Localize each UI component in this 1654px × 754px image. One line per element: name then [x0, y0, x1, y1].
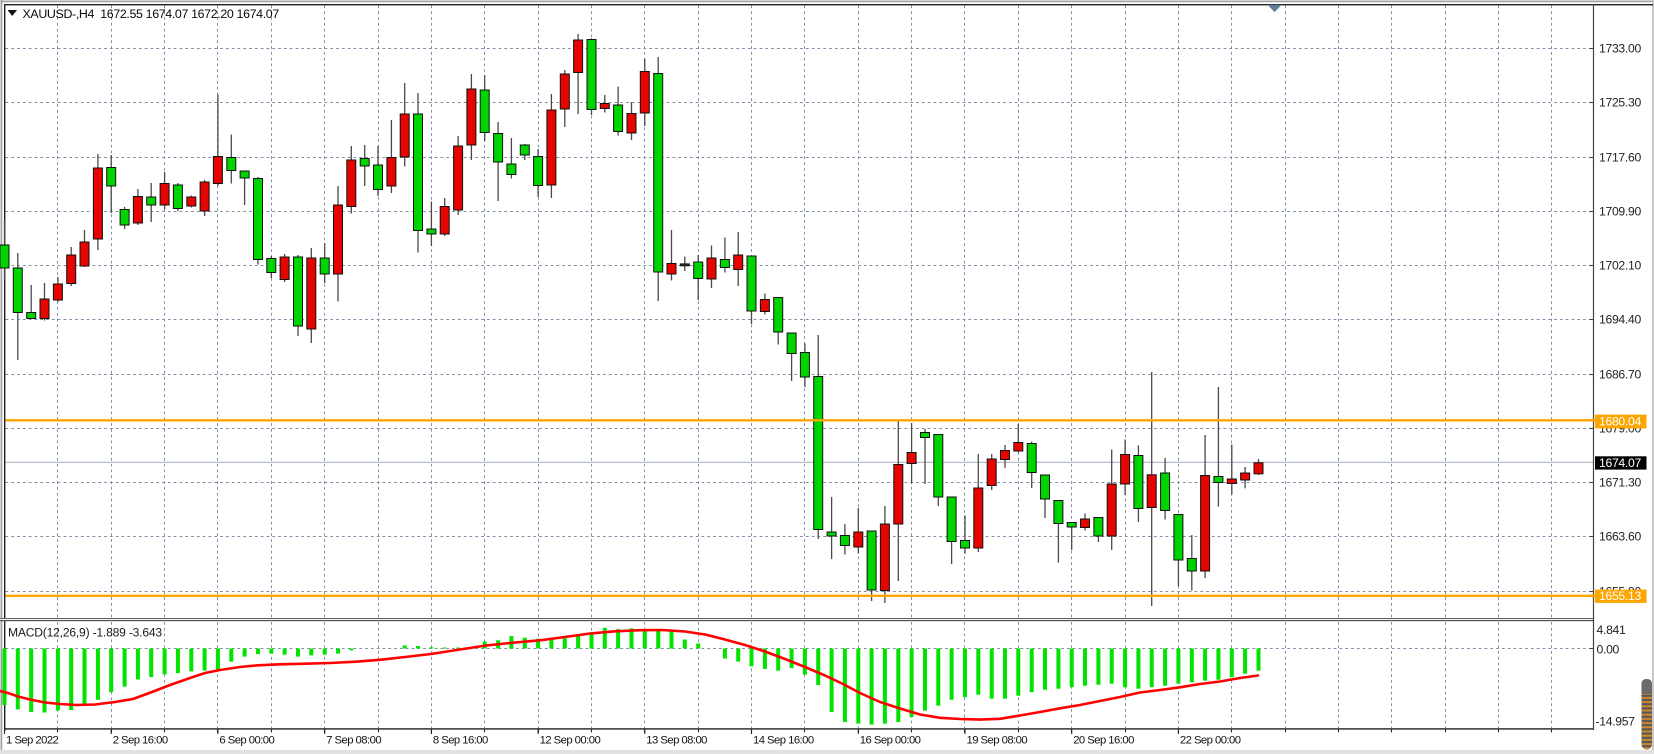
svg-text:0.00: 0.00: [1597, 642, 1620, 656]
svg-text:1674.07: 1674.07: [1599, 456, 1641, 470]
svg-text:1709.90: 1709.90: [1599, 205, 1641, 219]
svg-text:MACD(12,26,9) -1.889 -3.643: MACD(12,26,9) -1.889 -3.643: [8, 626, 162, 640]
svg-text:20 Sep 16:00: 20 Sep 16:00: [1073, 735, 1134, 747]
svg-text:8 Sep 16:00: 8 Sep 16:00: [433, 735, 488, 747]
svg-text:1717.60: 1717.60: [1599, 151, 1641, 165]
svg-text:XAUUSD-,H4 1672.55 1674.07 16: XAUUSD-,H4 1672.55 1674.07 1672.20 1674.…: [23, 7, 280, 21]
svg-text:1655.13: 1655.13: [1599, 589, 1641, 603]
svg-text:4.841: 4.841: [1597, 623, 1627, 637]
svg-text:12 Sep 00:00: 12 Sep 00:00: [540, 735, 601, 747]
svg-text:1725.30: 1725.30: [1599, 96, 1641, 110]
svg-text:1671.30: 1671.30: [1599, 476, 1641, 490]
svg-text:14 Sep 16:00: 14 Sep 16:00: [753, 735, 814, 747]
svg-text:-14.957: -14.957: [1596, 715, 1636, 729]
svg-text:19 Sep 08:00: 19 Sep 08:00: [967, 735, 1028, 747]
svg-text:1663.60: 1663.60: [1599, 530, 1641, 544]
svg-text:22 Sep 00:00: 22 Sep 00:00: [1180, 735, 1241, 747]
svg-text:1702.10: 1702.10: [1599, 259, 1641, 273]
svg-text:16 Sep 00:00: 16 Sep 00:00: [860, 735, 921, 747]
svg-text:13 Sep 08:00: 13 Sep 08:00: [646, 735, 707, 747]
svg-text:1694.40: 1694.40: [1599, 313, 1641, 327]
svg-text:7 Sep 08:00: 7 Sep 08:00: [326, 735, 381, 747]
svg-text:1 Sep 2022: 1 Sep 2022: [6, 735, 59, 747]
svg-text:2 Sep 16:00: 2 Sep 16:00: [113, 735, 168, 747]
svg-text:1686.70: 1686.70: [1599, 368, 1641, 382]
svg-text:6 Sep 00:00: 6 Sep 00:00: [219, 735, 274, 747]
svg-text:1680.04: 1680.04: [1599, 414, 1641, 428]
svg-text:1733.00: 1733.00: [1599, 42, 1641, 56]
